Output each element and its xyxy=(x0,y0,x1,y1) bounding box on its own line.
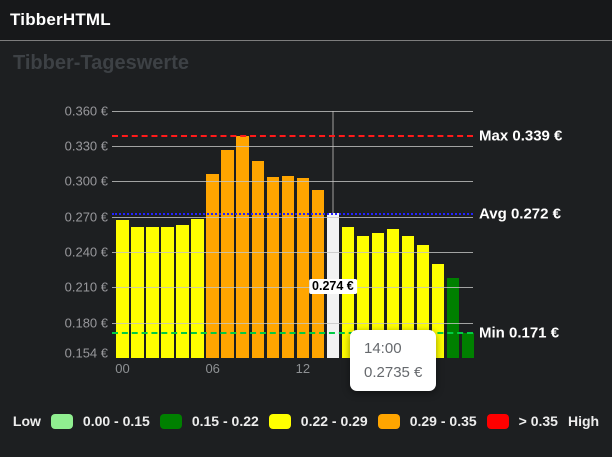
bar-hour-11[interactable] xyxy=(281,175,295,358)
y-axis-label: 0.270 € xyxy=(64,209,108,225)
y-axis-label: 0.360 € xyxy=(64,103,108,119)
legend-low-label: Low xyxy=(12,413,41,429)
bar-hour-08[interactable] xyxy=(236,135,249,358)
bar-hour-04[interactable] xyxy=(176,225,189,358)
y-gridline xyxy=(112,322,473,324)
bar-hour-13[interactable] xyxy=(311,189,325,358)
refline-min xyxy=(112,332,473,335)
y-gridline xyxy=(112,216,473,218)
bar-hour-05[interactable] xyxy=(191,219,204,358)
legend-swatch-3 xyxy=(377,413,400,429)
refline-avg xyxy=(112,213,473,216)
bar-hour-03[interactable] xyxy=(161,227,174,358)
y-gridline xyxy=(112,146,473,148)
annotation-max: Max 0.339 € xyxy=(479,127,563,145)
y-axis-label: 0.180 € xyxy=(64,315,108,331)
annotation-min: Min 0.171 € xyxy=(479,324,560,342)
legend-high-label: High xyxy=(567,413,600,429)
legend: Low 0.00 - 0.15 0.15 - 0.22 0.22 - 0.29 … xyxy=(0,406,612,436)
bar-hour-20[interactable] xyxy=(416,245,430,358)
y-axis-label: 0.330 € xyxy=(64,138,108,154)
bar-hour-06[interactable] xyxy=(206,174,219,358)
bar-hour-23[interactable] xyxy=(461,333,475,358)
bar-hour-22[interactable] xyxy=(446,277,460,358)
tooltip-time: 14:00 xyxy=(364,340,402,357)
bar-hour-07[interactable] xyxy=(221,149,234,358)
tooltip-value: 0.2735 € xyxy=(364,364,423,381)
x-axis-label: 06 xyxy=(205,361,220,376)
bar-hour-09[interactable] xyxy=(251,161,265,358)
refline-max xyxy=(112,134,473,137)
bar-hour-18[interactable] xyxy=(386,228,400,358)
y-gridline xyxy=(112,110,473,112)
bar-value-chip: 0.274 € xyxy=(309,279,357,294)
x-axis-label: 12 xyxy=(295,361,311,376)
y-gridline xyxy=(112,287,473,289)
y-axis-label: 0.300 € xyxy=(64,173,108,189)
y-axis-label: 0.240 € xyxy=(64,244,108,260)
legend-range-4: > 0.35 xyxy=(518,413,558,429)
bar-hour-16[interactable] xyxy=(356,235,370,358)
bar-hour-17[interactable] xyxy=(371,233,385,358)
legend-range-0: 0.00 - 0.15 xyxy=(82,413,150,429)
bar-hour-19[interactable] xyxy=(401,235,415,358)
bar-hour-01[interactable] xyxy=(131,227,144,358)
y-gridline xyxy=(112,252,473,254)
y-axis-label: 0.210 € xyxy=(64,279,108,295)
legend-swatch-2 xyxy=(268,413,291,429)
annotation-avg: Avg 0.272 € xyxy=(479,205,561,223)
legend-swatch-4 xyxy=(486,413,509,429)
legend-range-2: 0.22 - 0.29 xyxy=(300,413,368,429)
x-axis-label: 00 xyxy=(115,361,130,376)
bar-hour-12[interactable] xyxy=(296,177,310,358)
bar-hour-02[interactable] xyxy=(146,227,159,358)
legend-swatch-0 xyxy=(50,413,73,429)
tooltip: 14:00 0.2735 € xyxy=(350,330,437,391)
app-header: TibberHTML xyxy=(0,0,612,41)
bar-hour-10[interactable] xyxy=(266,176,280,358)
legend-range-1: 0.15 - 0.22 xyxy=(191,413,259,429)
card-title: Tibber-Tageswerte xyxy=(13,52,189,74)
y-axis-label: 0.154 € xyxy=(64,345,108,361)
legend-swatch-1 xyxy=(159,413,182,429)
legend-range-3: 0.29 - 0.35 xyxy=(409,413,477,429)
y-gridline xyxy=(112,181,473,183)
app-title: TibberHTML xyxy=(10,10,111,29)
bar-hour-00[interactable] xyxy=(116,220,129,358)
